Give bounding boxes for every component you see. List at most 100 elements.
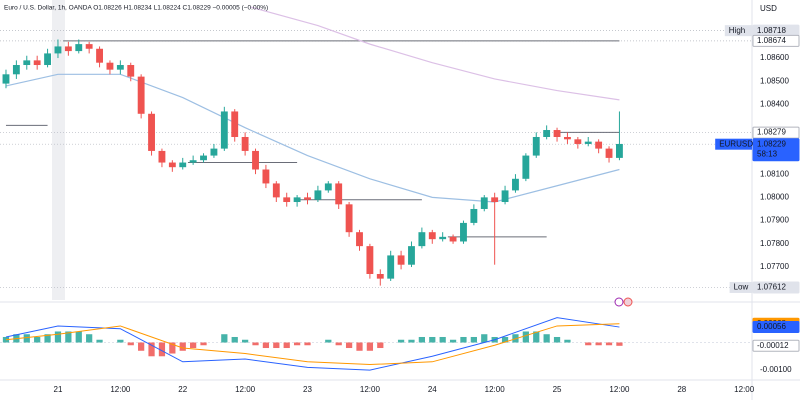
histogram-bar	[54, 331, 62, 343]
candle-body	[574, 139, 582, 144]
histogram-bar	[470, 336, 477, 343]
x-tick-label: 22	[178, 385, 187, 394]
candle-body	[272, 183, 280, 198]
histogram-bar	[377, 342, 384, 349]
y-tick-label: 1.07700	[760, 262, 789, 271]
histogram-bar	[148, 342, 155, 357]
histogram-bar	[616, 342, 623, 346]
price-tag-label-box	[724, 25, 752, 37]
session-band	[52, 0, 65, 300]
candle-body	[480, 197, 488, 209]
y-tick-label: 1.07900	[760, 216, 789, 225]
candle-body	[231, 111, 239, 137]
histogram-bar	[190, 342, 197, 349]
price-axis: 1.08600 1.08500 1.08400 1.08100 1.08000 1.079…	[715, 24, 800, 374]
candle-body	[522, 155, 530, 179]
histogram-bar	[418, 336, 425, 343]
histogram-bar	[44, 334, 51, 343]
x-tick-label: 12:00	[110, 385, 131, 394]
histogram-bar	[585, 342, 592, 346]
candle-body	[584, 141, 592, 144]
candle-body	[210, 148, 218, 156]
histogram-bar	[138, 342, 145, 351]
histogram-bar	[553, 336, 561, 343]
price-tag-value: 1.07612	[757, 283, 786, 292]
histogram-bar	[501, 336, 509, 343]
histogram-bar	[117, 339, 124, 343]
candle-body	[439, 236, 447, 240]
histogram-bar	[179, 342, 186, 351]
price-tag-label-box	[729, 281, 752, 293]
histogram-bar	[605, 342, 613, 346]
candle-body	[460, 222, 467, 242]
histogram-bar	[75, 331, 82, 343]
histogram-bar	[533, 331, 540, 343]
candle-body	[23, 60, 31, 66]
axis-unit: USD	[760, 4, 777, 13]
histogram-bar	[335, 342, 342, 346]
candle-body	[387, 255, 395, 279]
histogram-bar	[543, 334, 550, 343]
histogram-bar	[283, 342, 290, 349]
candle-body	[356, 232, 363, 247]
macd-line	[5, 323, 620, 366]
price-tag-label: High	[729, 26, 745, 35]
candle-body	[532, 136, 540, 156]
indicator-icon[interactable]	[614, 297, 633, 307]
x-tick-label: 12:00	[485, 385, 506, 394]
x-tick-label: 12:00	[609, 385, 630, 394]
candle-body	[293, 197, 301, 203]
candle-body	[85, 44, 93, 49]
candle-body	[189, 160, 197, 163]
y-tick-label: 1.08600	[760, 53, 789, 62]
candle-body	[605, 148, 613, 158]
candle-body	[564, 136, 571, 140]
price-tag-value: 1.08718	[757, 26, 786, 35]
y-tick-label: 1.08000	[760, 192, 789, 201]
histogram-bar	[522, 331, 529, 343]
candle-body	[148, 113, 155, 151]
histogram-bar	[408, 339, 415, 343]
y-tick-label: -0.00100	[760, 365, 792, 374]
price-tag-value: 1.08229	[757, 139, 786, 148]
histogram-bar	[460, 336, 467, 343]
histogram-bar	[449, 339, 457, 343]
histogram-bar	[23, 334, 30, 343]
x-tick-label: 12:00	[360, 385, 381, 394]
candle-body	[428, 232, 436, 240]
candle-body	[262, 169, 270, 184]
histogram-bar	[397, 339, 405, 343]
histogram-bar	[293, 342, 301, 346]
price-tag	[752, 34, 800, 47]
candle-body	[397, 255, 405, 265]
histogram-bar	[304, 342, 311, 346]
histogram-bar	[345, 342, 353, 349]
histogram-bar	[366, 342, 374, 351]
candle-body	[252, 150, 259, 170]
candle-body	[75, 44, 83, 52]
candle-body	[335, 183, 343, 205]
price-tag-value: 0.00056	[757, 322, 786, 331]
x-tick-label: 12:00	[235, 385, 256, 394]
symbol-header: Euro / U.S. Dollar, 1h, OANDA O1.08226 H…	[4, 5, 268, 12]
x-tick-label: 23	[303, 385, 312, 394]
x-tick-label: 24	[428, 385, 437, 394]
candle-body	[54, 46, 62, 54]
candle-body	[168, 162, 176, 168]
candle-body	[44, 53, 51, 66]
candle-body	[512, 178, 519, 191]
candle-body	[12, 65, 20, 75]
y-tick-label: 1.08500	[760, 76, 789, 85]
histogram-bar	[429, 336, 436, 343]
histogram-bar	[262, 342, 270, 349]
price-tag	[752, 339, 800, 352]
candle-body	[470, 208, 478, 223]
price-tag	[752, 138, 800, 162]
candle-body	[33, 60, 41, 66]
macd-line	[5, 317, 620, 371]
candle-body	[595, 141, 603, 149]
x-tick-label: 28	[677, 385, 686, 394]
candle-body	[137, 76, 145, 114]
